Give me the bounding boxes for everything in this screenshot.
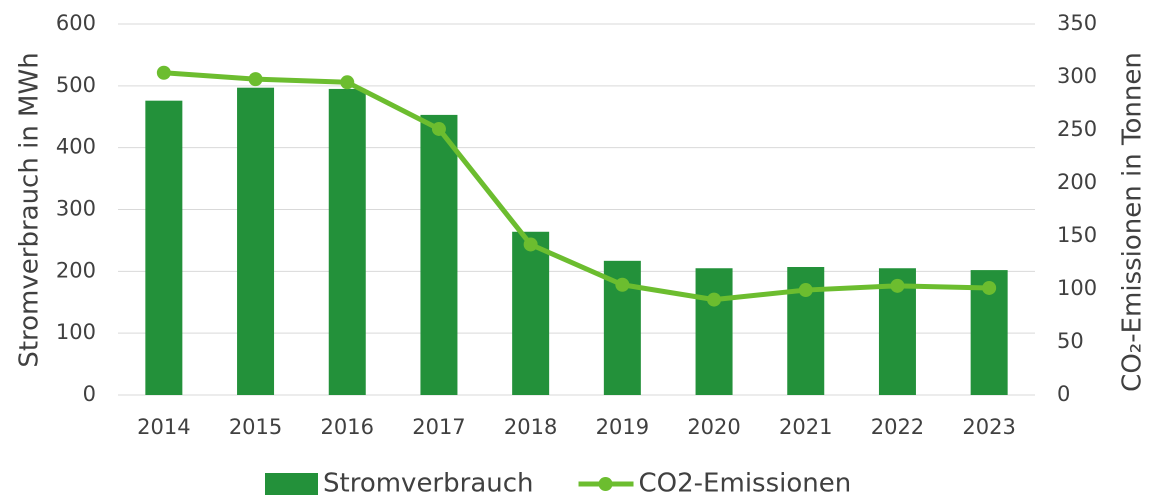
x-tick-label: 2015 <box>229 415 282 439</box>
legend-label: Stromverbrauch <box>323 469 534 498</box>
x-tick-label: 2022 <box>871 415 924 439</box>
bar <box>328 88 366 396</box>
x-tick-label: 2023 <box>962 415 1015 439</box>
y2-tick-label: 150 <box>1057 223 1097 247</box>
bar <box>237 87 275 396</box>
y2-tick-label: 200 <box>1057 170 1097 194</box>
line-point <box>707 292 722 307</box>
y-axis-label: Stromverbrauch in MWh <box>15 52 45 367</box>
y-tick-label: 100 <box>56 320 96 344</box>
y-tick-label: 500 <box>56 73 96 97</box>
y2-tick-label: 0 <box>1057 382 1070 406</box>
line-point <box>615 277 630 292</box>
line-point <box>523 237 538 252</box>
legend-swatch-point <box>598 477 613 491</box>
x-tick-label: 2016 <box>321 415 374 439</box>
line <box>163 70 990 303</box>
y-tick-label: 600 <box>56 11 96 35</box>
line-point <box>890 278 905 293</box>
x-tick-label: 2021 <box>779 415 832 439</box>
line-point <box>798 283 813 298</box>
y2-tick-label: 350 <box>1057 11 1097 35</box>
y2-tick-label: 300 <box>1057 64 1097 88</box>
bar <box>695 268 733 395</box>
x-tick-label: 2019 <box>596 415 649 439</box>
y-tick-label: 0 <box>83 382 96 406</box>
line-point <box>982 280 997 295</box>
bar <box>512 231 550 395</box>
x-tick-label: 2020 <box>687 415 740 439</box>
y-tick-label: 300 <box>56 197 96 221</box>
y2-tick-label: 50 <box>1057 329 1084 353</box>
line-point <box>248 72 263 87</box>
line-point <box>431 121 446 136</box>
y2-tick-label: 100 <box>1057 276 1097 300</box>
y2-axis-label: CO₂-Emissionen in Tonnen <box>1118 52 1148 392</box>
x-tick-label: 2017 <box>412 415 465 439</box>
legend-label: CO2-Emissionen <box>639 469 852 498</box>
bar <box>145 100 183 395</box>
x-tick-label: 2014 <box>137 415 190 439</box>
bar <box>420 114 458 396</box>
line-point <box>156 65 171 80</box>
x-tick-label: 2018 <box>504 415 557 439</box>
y-tick-label: 200 <box>56 258 96 282</box>
y-tick-label: 400 <box>56 135 96 159</box>
legend-swatch <box>265 473 318 495</box>
y2-tick-label: 250 <box>1057 117 1097 141</box>
line-point <box>340 75 355 90</box>
